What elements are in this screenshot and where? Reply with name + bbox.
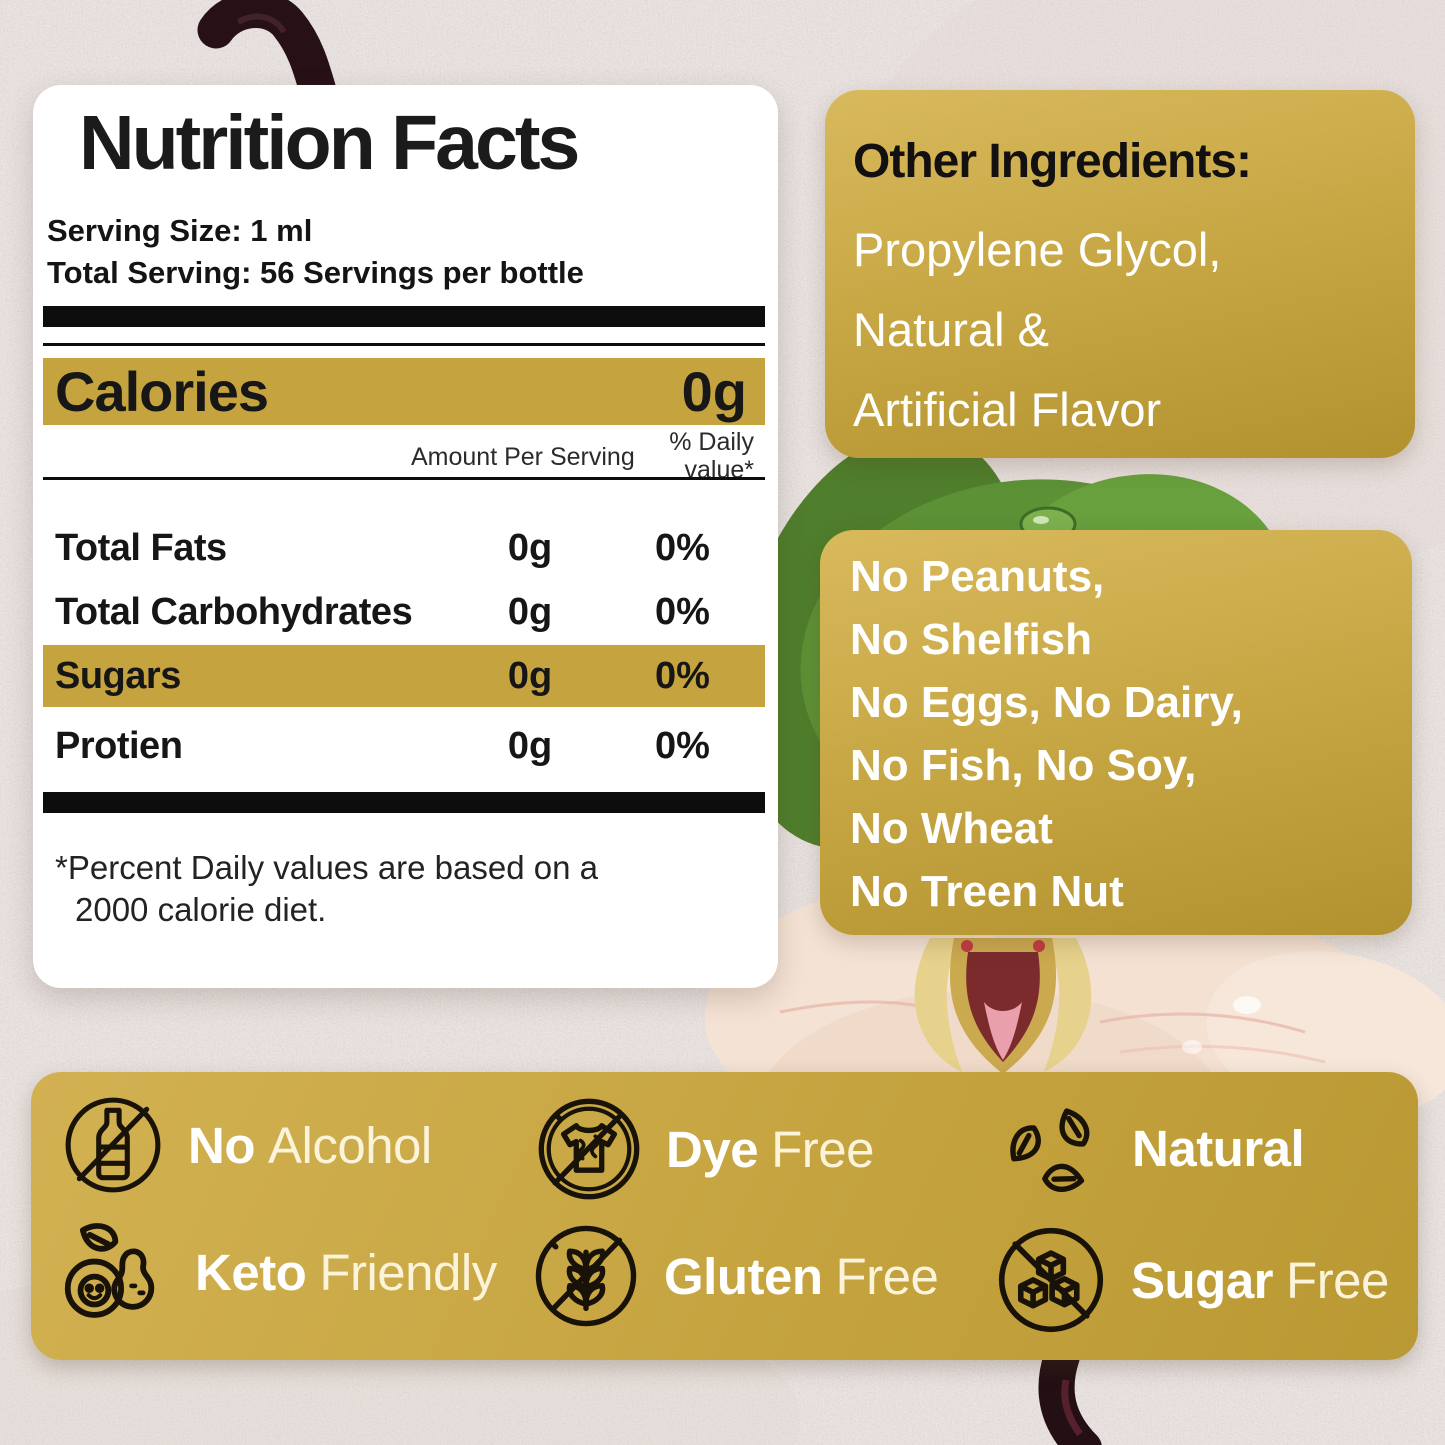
badge-label: Natural bbox=[1132, 1119, 1305, 1177]
allergen-line: No Fish, No Soy, bbox=[850, 741, 1197, 790]
column-header-daily-value: % Daily value* bbox=[669, 428, 754, 484]
calories-value: 0g bbox=[681, 360, 747, 423]
vanilla-pod-bottom bbox=[1038, 1338, 1102, 1445]
badge-label: Dye Free bbox=[666, 1120, 874, 1178]
vanilla-pod-top bbox=[197, 0, 339, 117]
gluten-free-icon bbox=[535, 1225, 637, 1327]
nutrient-row-total-fats: Total Fats 0g 0% bbox=[55, 526, 710, 569]
badges-banner bbox=[31, 1072, 1418, 1360]
nutrition-facts-label: Nutrition Facts Serving Size: 1 ml Total… bbox=[33, 85, 778, 988]
badge-label: Gluten Free bbox=[664, 1247, 939, 1305]
allergen-line: No Peanuts, bbox=[850, 552, 1105, 601]
divider-bar-thick bbox=[43, 306, 765, 327]
badge-label: No Alcohol bbox=[188, 1116, 432, 1174]
badge-sugar-free: Sugar Free bbox=[995, 1224, 1389, 1336]
other-ingredients-line: Artificial Flavor bbox=[853, 383, 1162, 436]
allergen-line: No Eggs, No Dairy, bbox=[850, 678, 1243, 727]
badge-no-alcohol: No Alcohol bbox=[62, 1094, 432, 1196]
nutrient-row-protien: Protien 0g 0% bbox=[55, 724, 710, 767]
no-alcohol-icon bbox=[65, 1097, 161, 1193]
badge-natural: Natural bbox=[1000, 1094, 1317, 1202]
divider-line bbox=[43, 343, 765, 346]
footnote: *Percent Daily values are based on a 200… bbox=[55, 849, 598, 928]
other-ingredients-title: Other Ingredients: bbox=[853, 135, 1252, 188]
badge-label: Sugar Free bbox=[1131, 1251, 1389, 1309]
calories-label: Calories bbox=[55, 360, 269, 423]
sugar-free-icon bbox=[998, 1227, 1104, 1333]
column-header-amount: Amount Per Serving bbox=[411, 443, 635, 471]
allergen-line: No Treen Nut bbox=[850, 867, 1124, 916]
other-ingredients-line: Propylene Glycol, bbox=[853, 223, 1222, 276]
allergen-line: No Wheat bbox=[850, 804, 1053, 853]
nutrient-row-total-carbohydrates: Total Carbohydrates 0g 0% bbox=[55, 590, 710, 633]
dye-free-icon bbox=[538, 1098, 640, 1200]
badge-dye-free: Dye Free bbox=[536, 1096, 874, 1202]
badge-label: Keto Friendly bbox=[195, 1243, 497, 1301]
badge-keto-friendly: Keto Friendly bbox=[55, 1214, 497, 1330]
allergen-panel: No Peanuts, No Shelfish No Eggs, No Dair… bbox=[820, 530, 1412, 935]
nutrition-title: Nutrition Facts bbox=[79, 100, 580, 186]
keto-icon bbox=[64, 1223, 155, 1318]
nutrient-row-sugars: Sugars 0g 0% bbox=[43, 645, 765, 707]
natural-icon bbox=[1010, 1108, 1090, 1193]
other-ingredients-line: Natural & bbox=[853, 303, 1049, 356]
serving-size: Serving Size: 1 ml bbox=[47, 213, 313, 248]
total-serving: Total Serving: 56 Servings per bottle bbox=[47, 255, 584, 290]
calories-row: Calories 0g bbox=[43, 358, 765, 425]
badge-gluten-free: Gluten Free bbox=[532, 1222, 939, 1330]
allergen-line: No Shelfish bbox=[850, 615, 1093, 664]
other-ingredients-panel: Other Ingredients: Propylene Glycol, Nat… bbox=[825, 90, 1415, 458]
divider-line bbox=[43, 477, 765, 480]
divider-bar-thick bbox=[43, 792, 765, 813]
